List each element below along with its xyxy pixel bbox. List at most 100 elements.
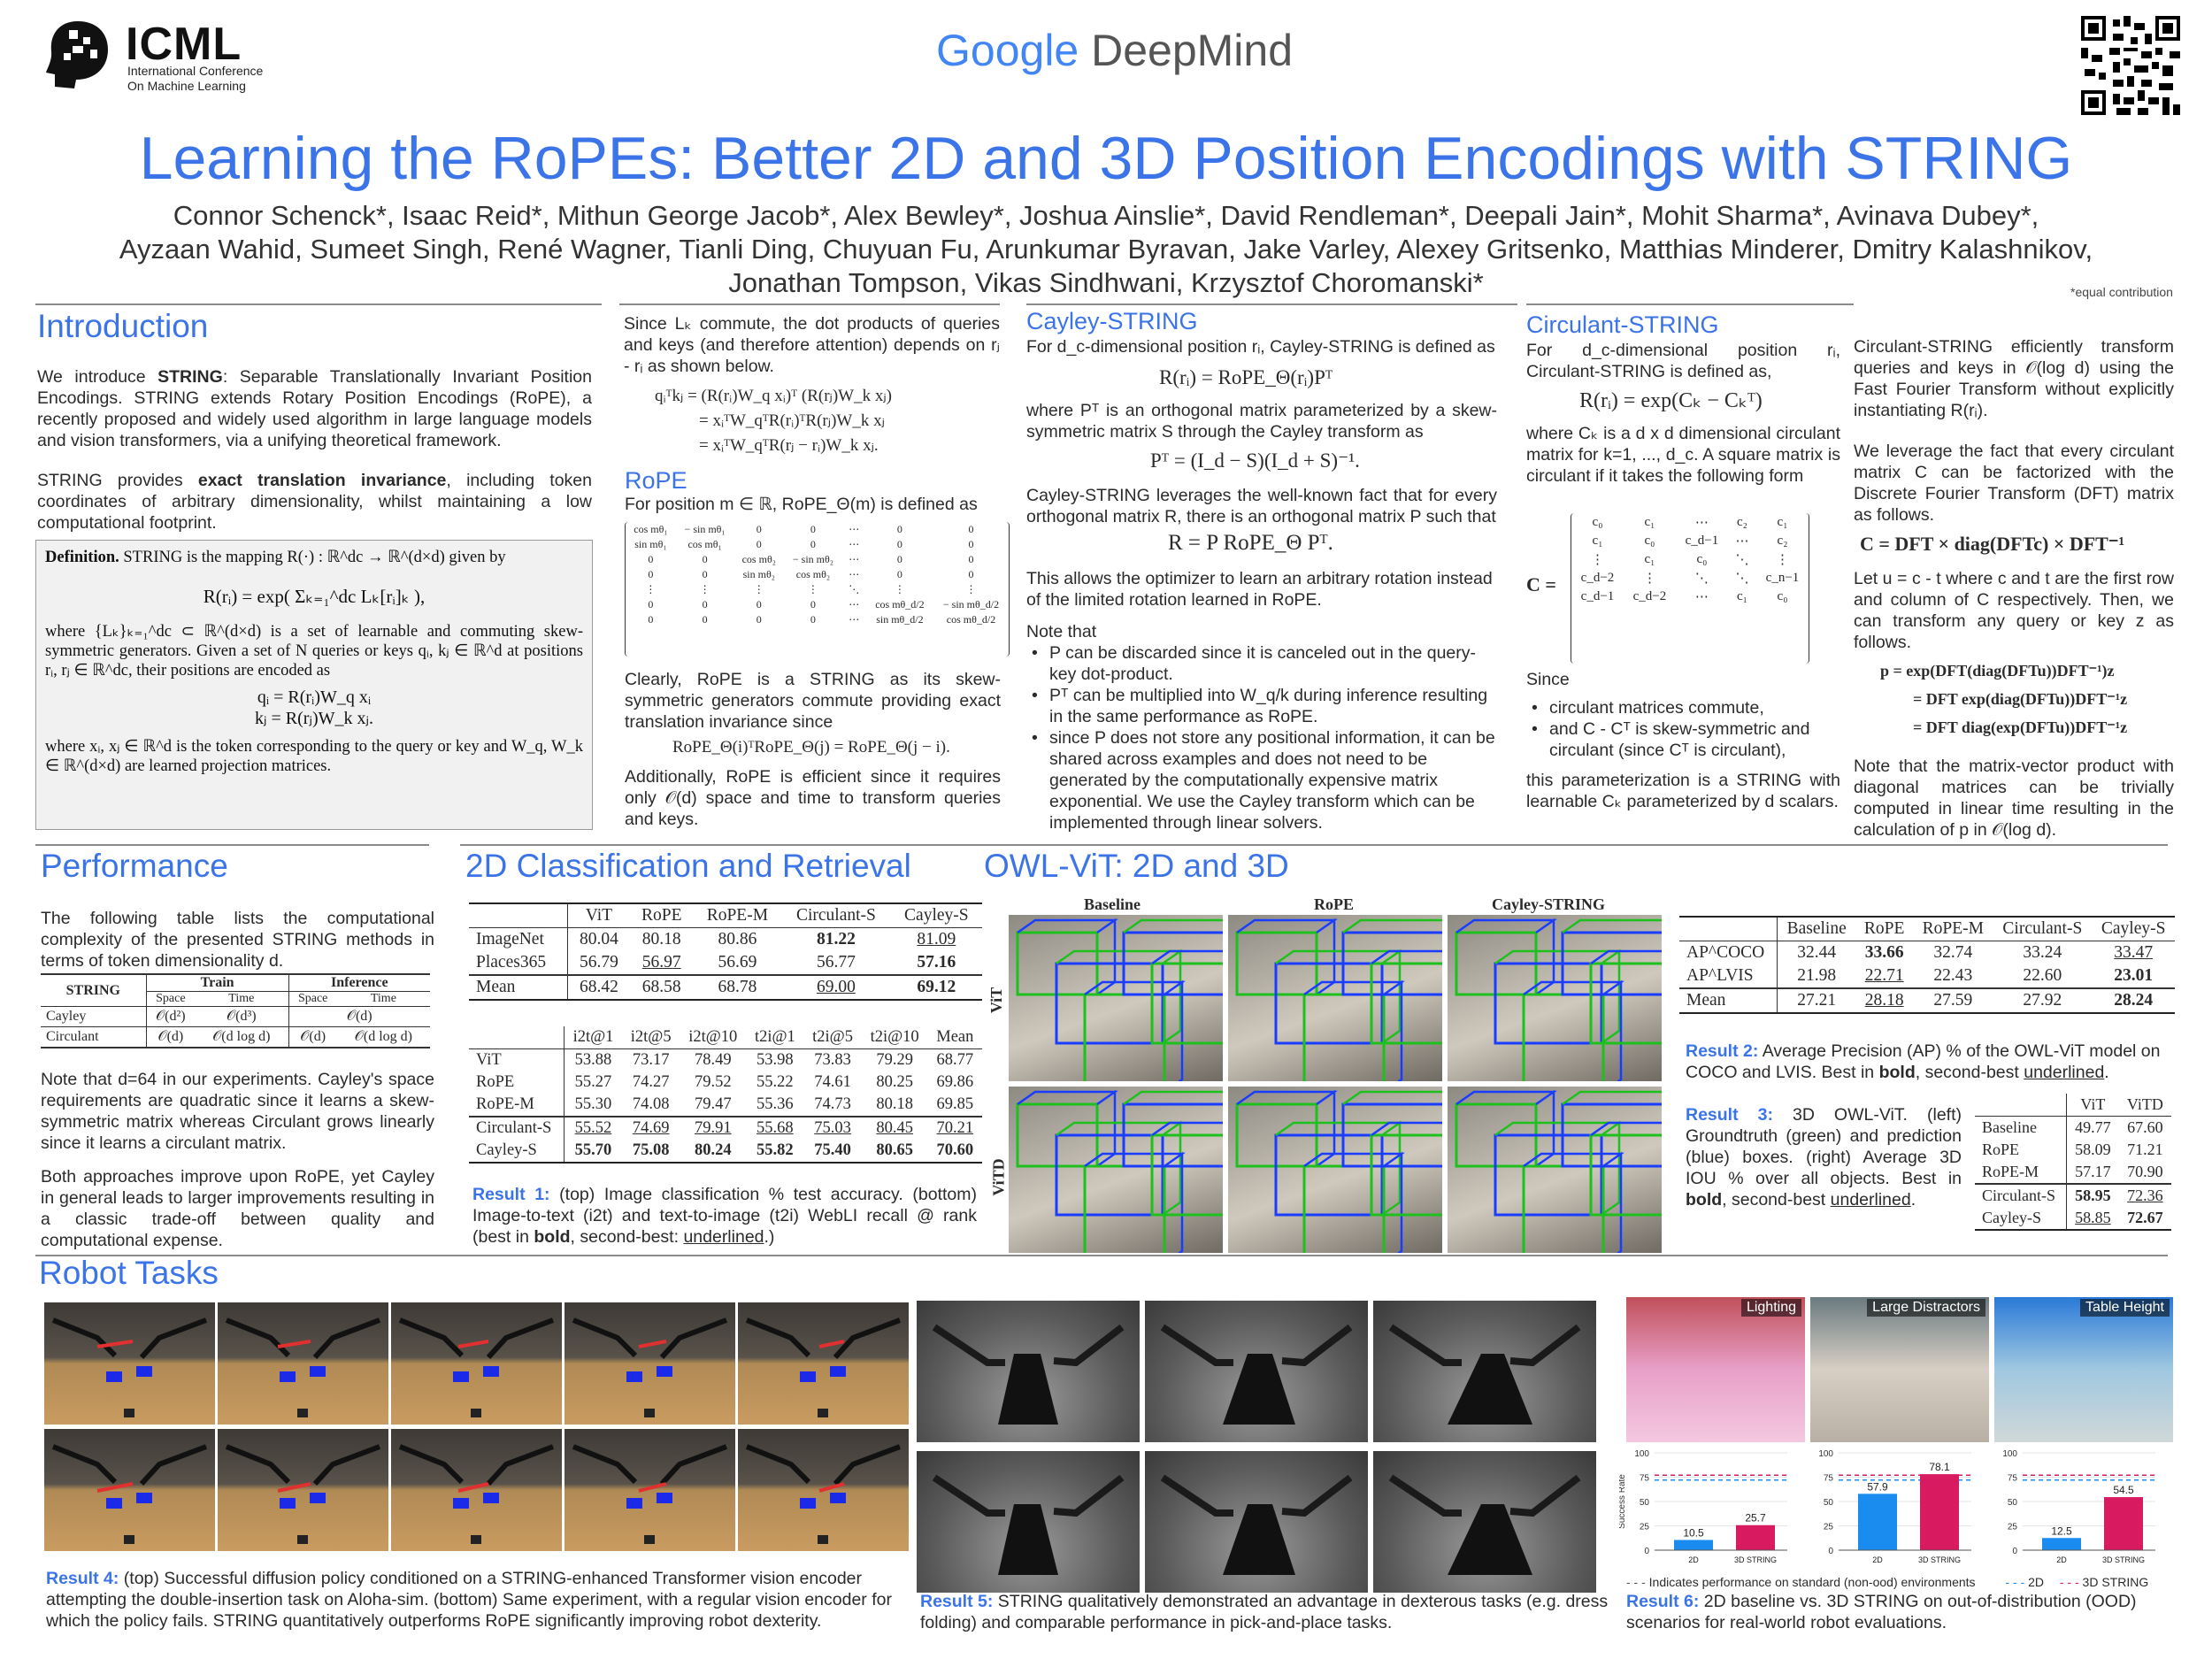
result-1-bold: bold [534, 1227, 571, 1247]
matrix-row: 0 0 0 0 ⋯ cos mθ_d/2 − sin mθ_d/2 [626, 597, 1009, 612]
matrix-cell: ⋯ [849, 598, 860, 611]
ood-scene-image: Large Distractors [1810, 1297, 1989, 1442]
table-cell: 56.79 [579, 953, 618, 972]
table-cell: 71.21 [2127, 1141, 2163, 1158]
chart-category-label: 3D STRING [2102, 1555, 2145, 1564]
table-row: i2t@1 i2t@5 i2t@10 t2i@1 t2i@5 t2i@10 Mean [469, 1026, 982, 1049]
result-5-text: STRING qualitatively demonstrated an adv… [920, 1592, 1609, 1632]
matrix-cell: 0 [756, 598, 762, 611]
matrix-cell: c₁ [1777, 515, 1788, 529]
matrix-row: 0 0 0 0 ⋯ sin mθ_d/2 cos mθ_d/2 [626, 612, 1009, 627]
complexity-th-time: Time [195, 991, 289, 1007]
result-3-underlined: underlined [1830, 1190, 1911, 1210]
robot-arm-icon [51, 1444, 208, 1544]
circulant-r3: Let u = c - t where c and t are the firs… [1854, 569, 2174, 652]
matrix-row: c_d−1 c_d−2 ⋯ c₁ c₀ [1571, 588, 1809, 606]
chart-tick-label: 0 [1644, 1547, 1649, 1556]
rope-heading: RoPE [625, 467, 687, 494]
bbox-overlay-icon [1016, 1089, 1253, 1265]
robot-arm-icon [745, 1317, 902, 1417]
icml-logo: ICML International Conference On Machine… [42, 18, 273, 97]
legend-3d-icon: - - - [2059, 1575, 2079, 1589]
legend-2d-label: 2D [2028, 1575, 2044, 1589]
result-2-end: . [2104, 1063, 2109, 1082]
cayley-bullet-1: P can be discarded since it is canceled … [1026, 642, 1497, 685]
result-4-label: Result 4: [46, 1569, 119, 1588]
qr-code-icon [2081, 16, 2180, 115]
matrix-cell: ⋯ [849, 553, 860, 565]
google-deepmind-logo: Google DeepMind [936, 25, 1293, 76]
table-cell: 22.71 [1864, 966, 1904, 985]
matrix-cell: c₂ [1777, 534, 1788, 548]
authors-line-2: Ayzaan Wahid, Sumeet Singh, René Wagner,… [119, 234, 2093, 265]
qr-code[interactable] [2081, 16, 2180, 115]
authors-line-1: Connor Schenck*, Isaac Reid*, Mithun Geo… [173, 200, 2039, 231]
table-cell: 49.77 [2075, 1118, 2111, 1136]
chart-tick-label: 25 [1640, 1523, 1650, 1532]
matrix-cell: 0 [702, 613, 708, 626]
table-cell [1975, 1094, 2067, 1117]
intro-paragraph-2: STRING provides exact translation invari… [37, 470, 592, 534]
matrix-cell: sin mθ₁ [634, 538, 667, 550]
matrix-cell: 0 [648, 553, 654, 565]
matrix-cell: cos mθ₁ [687, 538, 722, 550]
rope-eq-3: = xᵢᵀW_qᵀR(rⱼ − rᵢ)W_k xⱼ. [699, 436, 879, 455]
table-cell: 79.52 [694, 1073, 732, 1091]
matrix-cell: ⋯ [849, 613, 860, 626]
circulant-matrix-table: c₀ c₁ ⋯ c₂ c₁ c₁ c₀ c_d−1 ⋯ c₂ ⋮ c₁ c₀ ⋱ ⋮ c_d−2 ⋮ ⋱ ⋱ c_n−… [1571, 513, 1809, 606]
table-cell: 27.21 [1797, 991, 1837, 1010]
matrix-cell: 0 [810, 523, 816, 535]
dress-folding-frame [917, 1301, 1140, 1442]
table-cell: 58.85 [2075, 1209, 2111, 1226]
cayley-bullet-2: Pᵀ can be multiplied into W_q/k during i… [1026, 685, 1497, 727]
matrix-cell: sin mθ₂ [742, 568, 775, 580]
matrix-cell: 0 [896, 538, 902, 550]
table-cell: Cayley-S [904, 906, 969, 925]
ood-scene-image: Lighting [1626, 1297, 1805, 1442]
matrix-cell: 0 [810, 613, 816, 626]
table-cell: 80.65 [876, 1141, 913, 1159]
google-wordmark: Google [936, 26, 1079, 75]
def-where: where {Lₖ}ₖ₌₁^dc ⊂ ℝ^(d×d) is a set of l… [45, 623, 583, 680]
rope-eq-2: = xᵢᵀW_qᵀR(rᵢ)ᵀR(rⱼ)W_k xⱼ [699, 411, 885, 430]
table-cell: 68.78 [718, 978, 757, 996]
chart-data-label: 54.5 [2113, 1484, 2134, 1496]
matrix-cell: c₀ [1696, 552, 1708, 566]
table-cell: 80.86 [718, 930, 757, 949]
circulant-eq-3: p = exp(DFT(diag(DFTu))DFT⁻¹)z [1880, 662, 2115, 680]
def-tail: where xᵢ, xⱼ ∈ ℝ^d is the token correspo… [45, 738, 583, 775]
classification-table: ViT RoPE RoPE-M Circulant-S Cayley-S ImageNet… [469, 902, 982, 1001]
matrix-cell: ⋮ [645, 583, 657, 595]
performance-p2: Note that d=64 in our experiments. Cayle… [41, 1070, 434, 1153]
matrix-cell: c_d−2 [1632, 589, 1667, 603]
poster-title: Learning the RoPEs: Better 2D and 3D Pos… [139, 125, 2073, 192]
matrix-cell: − sin mθ_d/2 [942, 598, 1000, 611]
table-row: Mean 68.42 68.58 68.78 69.00 69.12 [469, 975, 982, 1000]
table-cell: 70.60 [936, 1141, 974, 1159]
table-row: RoPE 58.09 71.21 [1975, 1139, 2171, 1161]
matrix-cell: ⋮ [807, 583, 818, 595]
deepmind-wordmark: DeepMind [1079, 26, 1294, 75]
matrix-cell: c₂ [1737, 515, 1747, 529]
rope-eq-4: RoPE_Θ(i)ᵀRoPE_Θ(j) = RoPE_Θ(j − i). [672, 738, 950, 757]
result-3-end: . [1910, 1190, 1916, 1210]
owl-detection-image [1448, 1087, 1692, 1265]
chart-bar [2104, 1497, 2143, 1550]
chart-data-label: 12.5 [2051, 1525, 2072, 1537]
table-cell: t2i@1 [754, 1028, 795, 1046]
performance-p1: The following table lists the computatio… [41, 909, 434, 971]
table-cell: Baseline [1975, 1116, 2067, 1139]
matrix-cell: ⋮ [1775, 553, 1789, 567]
complexity-th-space-inf: Space [297, 992, 328, 1005]
robot-heading: Robot Tasks [39, 1255, 219, 1291]
cayley-p3: Cayley-STRING leverages the well-known f… [1026, 486, 1497, 526]
cayley-bullet-3: since P does not store any positional in… [1026, 727, 1497, 833]
matrix-cell: ⋱ [849, 583, 860, 595]
table-cell: Mean [1679, 988, 1778, 1013]
table-cell: Circulant-S [795, 906, 876, 925]
table-cell [1679, 917, 1778, 941]
definition-box: Definition. STRING is the mapping R(·) :… [35, 540, 593, 830]
cayley-note: Note that [1026, 622, 1097, 641]
icml-subtitle-1: International Conference [127, 64, 264, 78]
def-label: Definition. [45, 549, 119, 566]
